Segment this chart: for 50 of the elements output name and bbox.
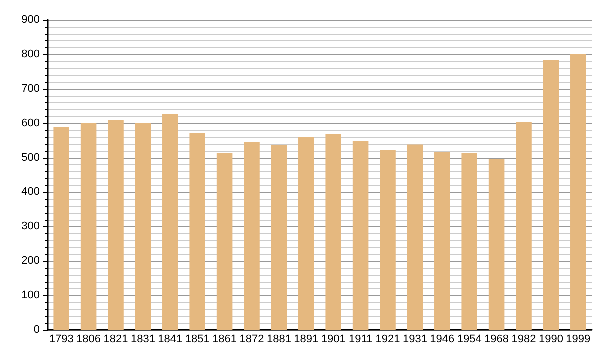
x-tick-label: 1982 [512, 334, 536, 346]
y-tick-label: 0 [34, 324, 40, 336]
y-tick-label: 800 [22, 48, 40, 60]
x-tick-label: 1821 [104, 334, 128, 346]
y-tick-label: 600 [22, 117, 40, 130]
x-tick-label: 1946 [430, 334, 455, 346]
x-tick-label: 1861 [212, 334, 238, 346]
x-tick-label: 1841 [158, 334, 183, 346]
x-tick-label: 1831 [130, 334, 156, 346]
y-tick-label: 400 [22, 186, 40, 198]
x-tick-label: 1872 [240, 334, 264, 346]
y-tick-label: 300 [22, 220, 40, 233]
bar [190, 133, 206, 330]
x-tick-label: 1793 [49, 334, 74, 346]
bar [570, 54, 586, 330]
bar [352, 141, 369, 330]
x-tick-label: 1990 [538, 334, 564, 346]
bar [80, 123, 97, 330]
x-tick-label: 1851 [185, 334, 210, 346]
x-tick-label: 1806 [76, 334, 102, 346]
bar [326, 134, 342, 330]
x-tick-label: 1881 [266, 334, 292, 346]
bar [244, 142, 260, 330]
bar [462, 153, 478, 330]
y-tick-label: 500 [22, 152, 40, 164]
x-tick-label: 1921 [376, 334, 400, 346]
x-tick-label: 1891 [294, 334, 319, 346]
bar [488, 160, 505, 330]
y-tick-label: 900 [22, 14, 40, 26]
x-tick-label: 1931 [402, 334, 428, 346]
y-tick-label: 700 [22, 82, 40, 95]
x-tick-label: 1901 [321, 334, 346, 346]
x-tick-label: 1954 [457, 334, 482, 346]
x-tick-label: 1911 [348, 334, 373, 346]
y-tick-label: 200 [22, 255, 40, 268]
bar [162, 114, 178, 330]
bar [108, 120, 124, 330]
bar [407, 144, 424, 330]
bar [54, 127, 70, 330]
bar [543, 60, 560, 330]
bar [380, 150, 396, 330]
bar [434, 152, 450, 330]
bar [135, 123, 152, 330]
x-tick-label: 1999 [566, 334, 591, 346]
bar [216, 153, 233, 330]
bar [271, 145, 288, 330]
y-tick-label: 100 [22, 290, 40, 302]
bar [516, 122, 532, 330]
bar [298, 137, 314, 330]
x-tick-label: 1968 [484, 334, 510, 346]
